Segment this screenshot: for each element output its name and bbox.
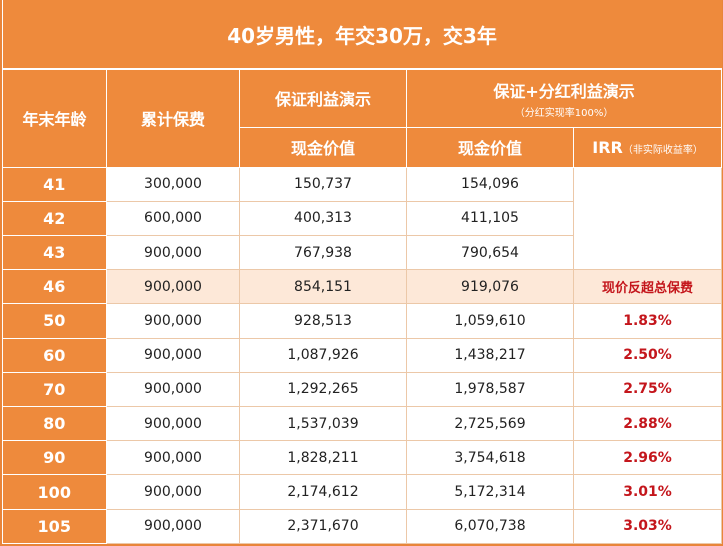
irr-cell: 2.50% (572, 337, 723, 373)
premium-cell: 900,000 (106, 269, 240, 305)
age-cell: 50 (2, 303, 107, 339)
table-row: 50 900,000 928,513 1,059,610 1.83% (2, 303, 723, 339)
dividend-cash-value-cell: 6,070,738 (406, 508, 574, 545)
table-row: 80 900,000 1,537,039 2,725,569 2.88% (2, 406, 723, 442)
header-age: 年末年龄 (2, 68, 107, 168)
guaranteed-cash-value-cell: 2,174,612 (239, 474, 407, 510)
premium-cell: 300,000 (106, 166, 240, 202)
header-dividend-benefit: 保证+分红利益演示 （分红实现率100%） (405, 68, 723, 128)
guaranteed-cash-value-cell: 2,371,670 (239, 508, 407, 545)
table-row: 105 900,000 2,371,670 6,070,738 3.03% (2, 508, 723, 545)
table-row: 41 300,000 150,737 154,096 (2, 166, 723, 271)
age-cell: 42 (2, 200, 107, 236)
table-row: 100 900,000 2,174,612 5,172,314 3.01% (2, 474, 723, 510)
age-cell: 41 (2, 166, 107, 202)
irr-cell: 2.88% (572, 406, 723, 442)
table-row: 90 900,000 1,828,211 3,754,618 2.96% (2, 440, 723, 476)
guaranteed-cash-value-cell: 1,292,265 (239, 371, 407, 408)
premium-cell: 900,000 (106, 234, 240, 271)
dividend-cash-value-cell: 1,978,587 (406, 371, 574, 408)
irr-cell: 3.03% (572, 508, 723, 545)
header-irr-note: （非实际收益率） (622, 144, 703, 156)
age-cell: 80 (2, 406, 107, 442)
premium-cell: 900,000 (106, 303, 240, 339)
dividend-cash-value-cell: 919,076 (406, 269, 574, 305)
premium-cell: 900,000 (106, 371, 240, 408)
guaranteed-cash-value-cell: 1,537,039 (239, 406, 407, 442)
header-cash-value-dividend: 现金价值 (406, 126, 574, 168)
table-row: 60 900,000 1,087,926 1,438,217 2.50% (2, 337, 723, 373)
dividend-cash-value-cell: 3,754,618 (406, 440, 574, 476)
guaranteed-cash-value-cell: 150,737 (239, 166, 407, 202)
header-irr: IRR（非实际收益率） (572, 126, 723, 168)
dividend-cash-value-cell: 5,172,314 (406, 474, 574, 510)
header-cumulative-premium: 累计保费 (106, 68, 240, 168)
age-cell: 46 (2, 269, 107, 305)
dividend-cash-value-cell: 2,725,569 (406, 406, 574, 442)
premium-cell: 900,000 (106, 406, 240, 442)
irr-note-cell: 现价反超总保费 (572, 269, 723, 305)
table-row-highlighted: 46 900,000 854,151 919,076 现价反超总保费 (2, 269, 723, 305)
age-cell: 90 (2, 440, 107, 476)
dividend-cash-value-cell: 790,654 (406, 234, 574, 271)
age-cell: 100 (2, 474, 107, 510)
irr-cell: 1.83% (572, 303, 723, 339)
guaranteed-cash-value-cell: 767,938 (239, 234, 407, 271)
header-guaranteed-benefit: 保证利益演示 (239, 68, 407, 128)
guaranteed-cash-value-cell: 854,151 (239, 269, 407, 305)
dividend-cash-value-cell: 1,438,217 (406, 337, 574, 373)
header-dividend-subtitle: （分红实现率100%） (514, 107, 614, 119)
guaranteed-cash-value-cell: 1,087,926 (239, 337, 407, 373)
premium-cell: 900,000 (106, 337, 240, 373)
premium-cell: 600,000 (106, 200, 240, 236)
guaranteed-cash-value-cell: 1,828,211 (239, 440, 407, 476)
premium-cell: 900,000 (106, 508, 240, 545)
irr-cell: 2.96% (572, 440, 723, 476)
guaranteed-cash-value-cell: 928,513 (239, 303, 407, 339)
dividend-cash-value-cell: 154,096 (406, 166, 574, 202)
age-cell: 60 (2, 337, 107, 373)
header-dividend-title: 保证+分红利益演示 (493, 81, 635, 101)
dividend-cash-value-cell: 411,105 (406, 200, 574, 236)
age-cell: 70 (2, 371, 107, 408)
table-title: 40岁男性，年交30万，交3年 (2, 0, 722, 70)
age-cell: 105 (2, 508, 107, 545)
premium-cell: 900,000 (106, 440, 240, 476)
header-cash-value-guaranteed: 现金价值 (239, 126, 407, 168)
table-row: 43 900,000 767,938 790,654 (2, 234, 722, 271)
age-cell: 43 (2, 234, 107, 271)
irr-empty-cell (572, 166, 723, 271)
irr-cell: 3.01% (572, 474, 723, 510)
irr-cell: 2.75% (572, 371, 723, 408)
header-irr-label: IRR (592, 137, 623, 157)
guaranteed-cash-value-cell: 400,313 (239, 200, 407, 236)
table-row: 42 600,000 400,313 411,105 (2, 200, 722, 236)
premium-cell: 900,000 (106, 474, 240, 510)
dividend-cash-value-cell: 1,059,610 (406, 303, 574, 339)
table-row: 70 900,000 1,292,265 1,978,587 2.75% (2, 371, 723, 408)
